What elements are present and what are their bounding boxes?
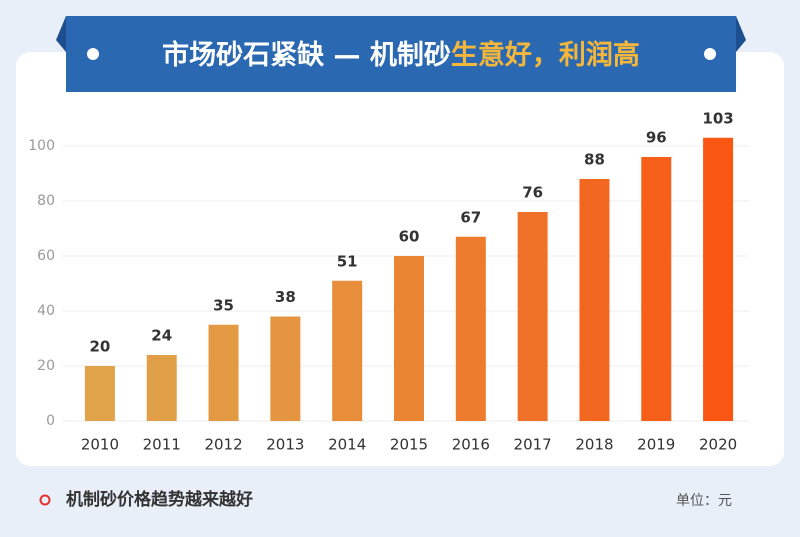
y-tick-label: 80	[37, 193, 55, 209]
y-tick-label: 100	[28, 138, 55, 154]
title-main: 市场砂石紧缺 — 机制砂	[162, 39, 451, 71]
value-label: 76	[522, 184, 543, 202]
value-label: 67	[460, 208, 481, 226]
value-label: 24	[151, 327, 172, 345]
x-tick-label: 2010	[81, 436, 119, 454]
value-label: 60	[399, 228, 420, 246]
value-label: 88	[584, 151, 605, 169]
unit: 单位：元	[676, 493, 732, 509]
dot	[87, 48, 99, 60]
value-label: 38	[275, 288, 296, 306]
bar	[332, 280, 363, 421]
dot	[704, 48, 716, 60]
y-tick-label: 0	[46, 413, 55, 429]
y-tick-label: 20	[37, 358, 55, 374]
bar	[517, 212, 548, 421]
x-tick-label: 2012	[204, 436, 242, 454]
x-tick-label: 2016	[452, 436, 490, 454]
note: 机制砂价格趋势越来越好	[66, 489, 253, 510]
note-marker	[39, 494, 51, 506]
x-tick-label: 2013	[266, 436, 304, 454]
x-tick-label: 2014	[328, 436, 366, 454]
x-tick-label: 2011	[143, 436, 181, 454]
title-banner	[66, 16, 736, 92]
title-highlight: 生意好，利润高	[451, 39, 640, 71]
bar	[394, 256, 424, 421]
bar	[84, 366, 115, 421]
bar	[270, 316, 301, 421]
y-tick-label: 40	[37, 303, 55, 319]
banner-fold	[56, 16, 66, 52]
bar	[208, 324, 239, 421]
bar	[455, 236, 486, 421]
bar	[146, 355, 177, 421]
x-tick-label: 2020	[699, 436, 737, 454]
x-tick-label: 2015	[390, 436, 428, 454]
x-tick-label: 2019	[637, 436, 675, 454]
bar	[579, 179, 610, 421]
bar	[703, 137, 734, 421]
bar	[641, 157, 672, 421]
value-label: 51	[337, 252, 358, 270]
x-tick-label: 2017	[514, 436, 552, 454]
chart-title: 市场砂石紧缺 — 机制砂生意好，利润高	[162, 39, 640, 71]
banner-fold	[736, 16, 746, 52]
value-label: 35	[213, 296, 234, 314]
y-tick-label: 60	[37, 248, 55, 264]
value-label: 96	[646, 129, 667, 147]
value-label: 103	[702, 109, 733, 127]
x-tick-label: 2018	[575, 436, 613, 454]
value-label: 20	[89, 338, 110, 356]
